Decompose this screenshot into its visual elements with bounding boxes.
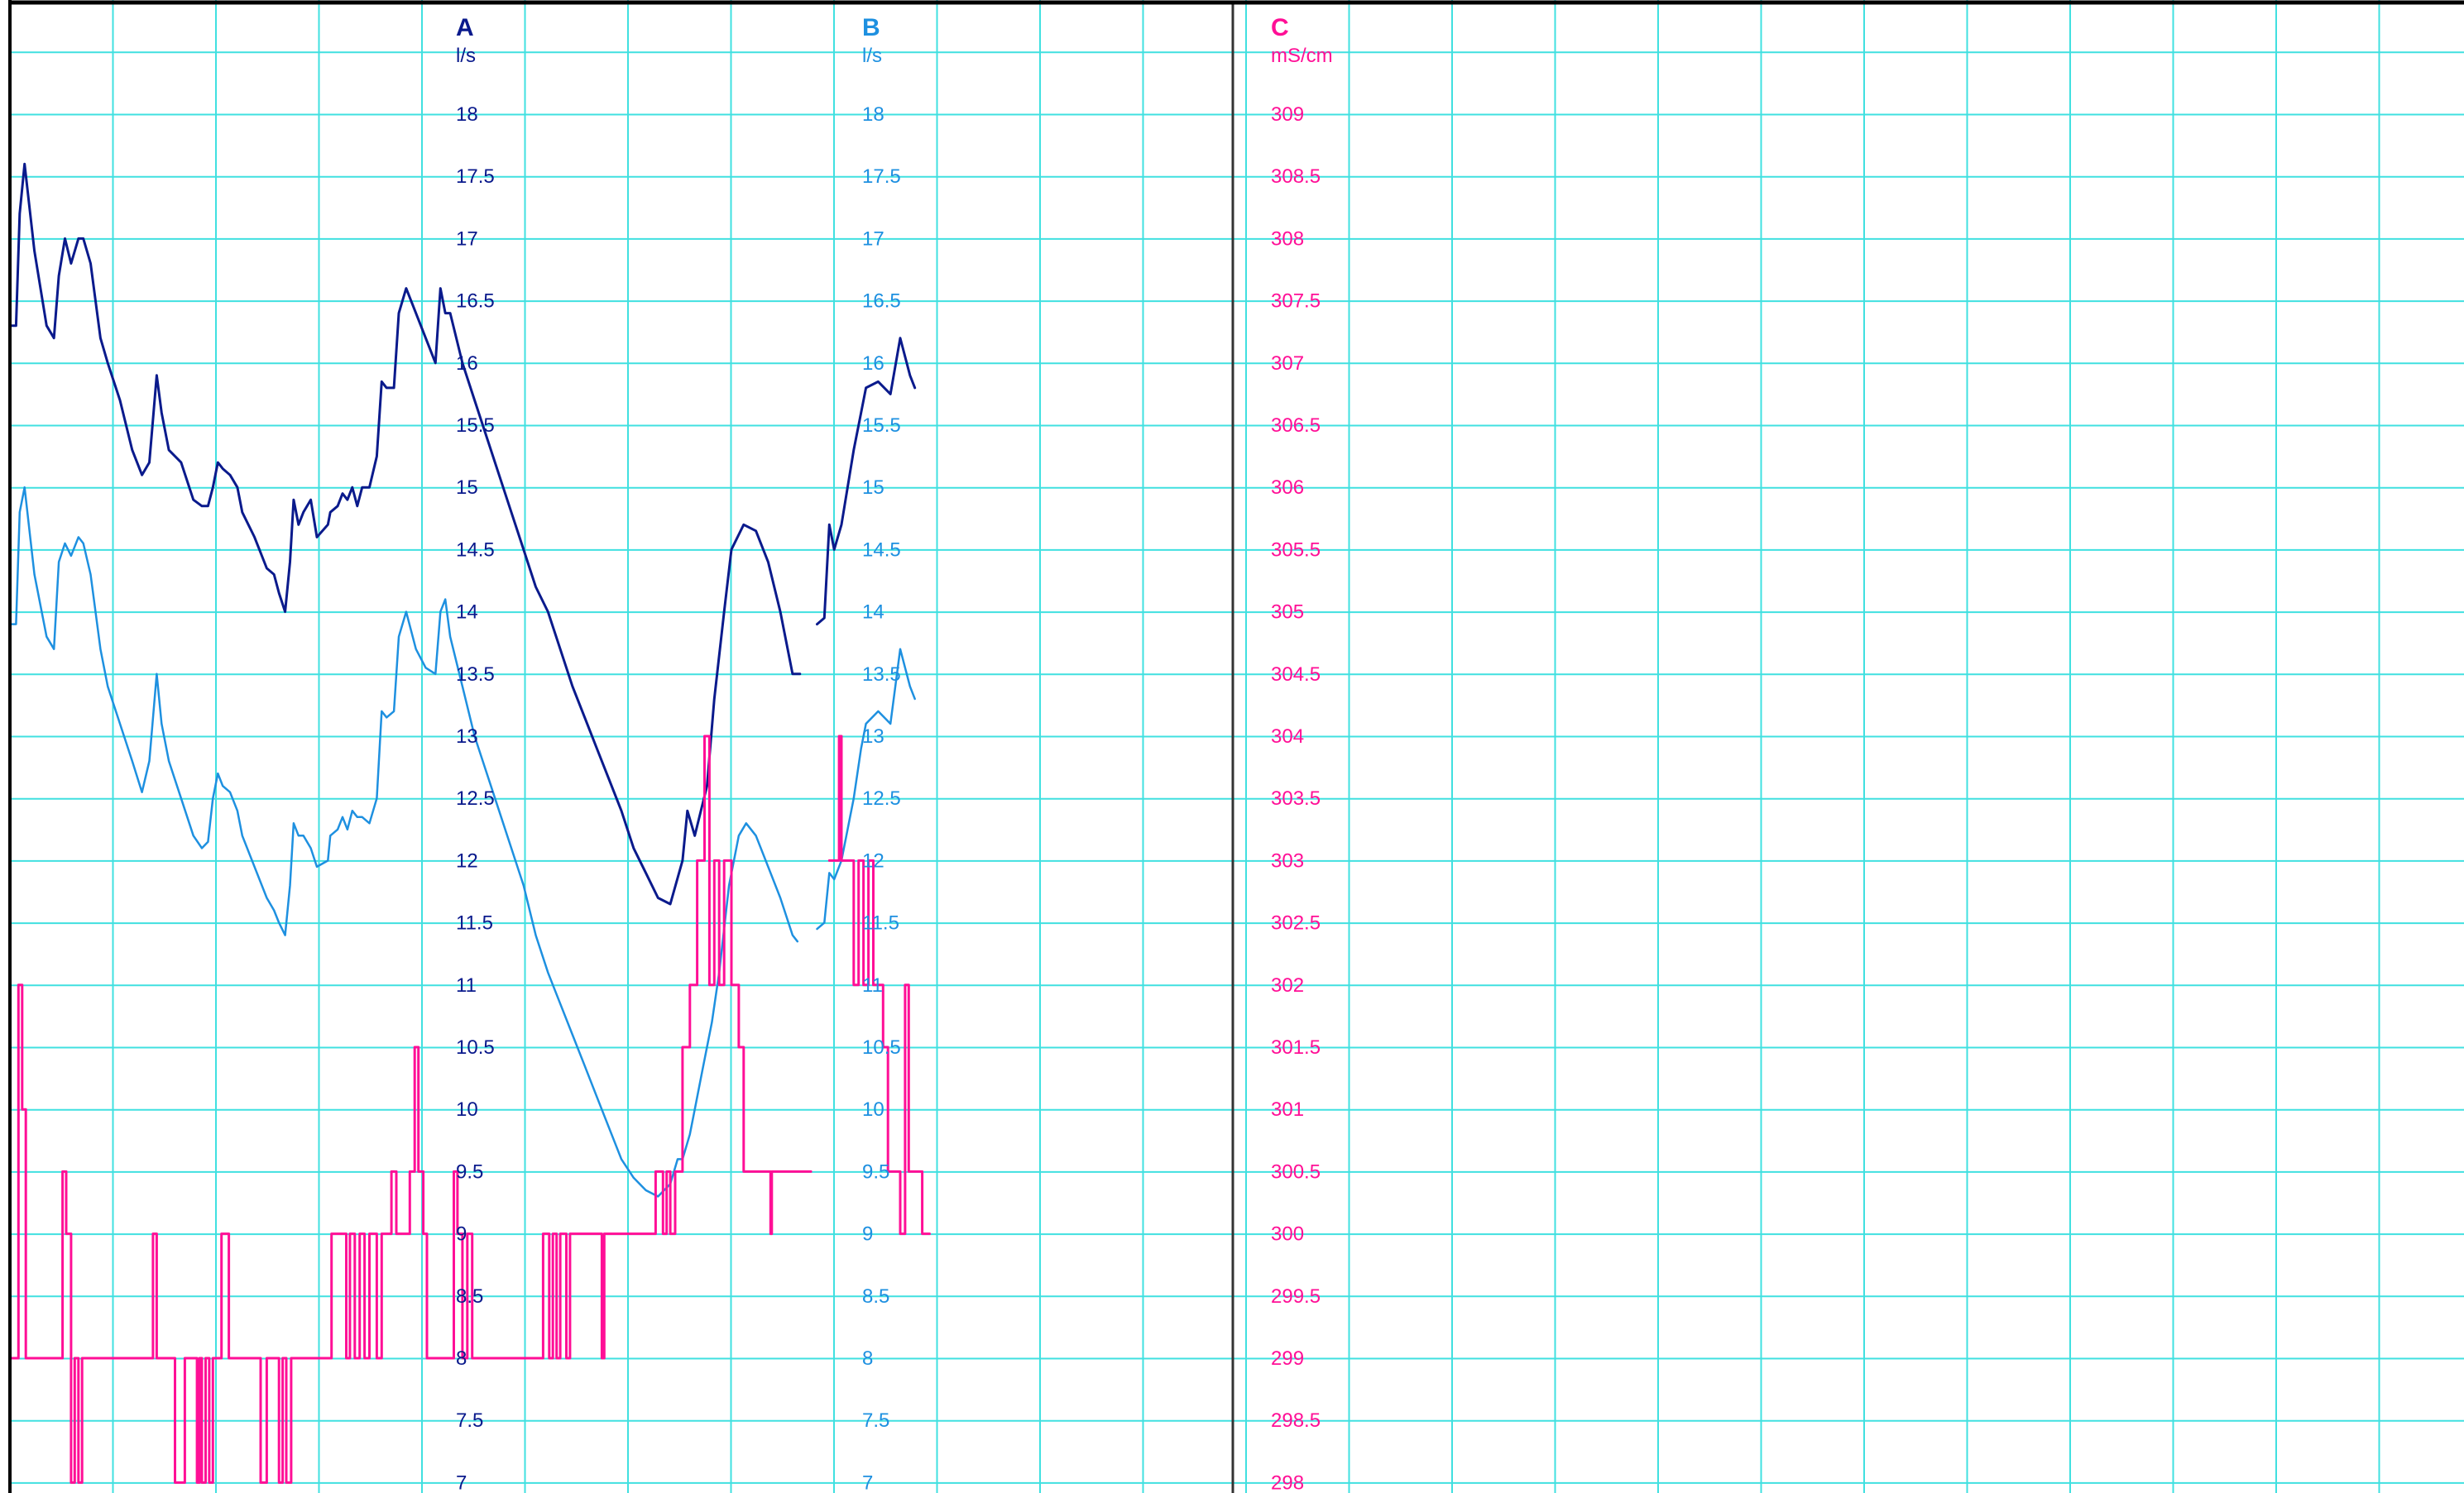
axis-c-tick-label: 308.5 [1271,165,1321,188]
axis-a-tick-label: 10.5 [456,1036,495,1059]
axis-b-tick-label: 16.5 [862,290,901,313]
axis-c-tick-label: 304 [1271,725,1304,748]
axis-b-tick-label: 14.5 [862,538,901,561]
axis-a-tick-label: 9.5 [456,1160,483,1183]
axis-c-tick-label: 303.5 [1271,787,1321,810]
axis-b-tick-label: 12.5 [862,787,901,810]
axis-c-tick-label: 307.5 [1271,290,1321,313]
vertical-gridlines [112,0,2380,1493]
axis-a-tick-label: 9 [456,1223,467,1246]
axis-b-label: B [862,14,880,41]
axis-b-tick-label: 13.5 [862,663,901,686]
axis-a-tick-label: 16 [456,352,478,375]
axis-b-tick-label: 14 [862,601,884,624]
axis-a-tick-label: 10 [456,1098,478,1121]
axis-b-tick-label: 7 [862,1471,873,1493]
axis-c-tick-label: 305 [1271,601,1304,624]
axis-a-tick-labels: 18 17.5 17 16.5 16 15.5 15 14.5 14 13.5 13 12.5 12 11… [456,103,495,1493]
axis-a-unit: l/s [456,45,476,67]
axis-a-tick-label: 12.5 [456,787,495,810]
axis-b-unit: l/s [862,45,882,67]
series-c-line [827,735,931,1236]
axis-a-tick-label: 14 [456,601,478,624]
axis-c-unit: mS/cm [1271,45,1333,67]
axis-a-label: A [456,14,474,41]
axis-c: C mS/cm 309 308.5 308 307.5 307 306.5 306 305.5… [1271,14,1333,1493]
axis-c-label: C [1271,14,1289,41]
axis-c-tick-label: 301.5 [1271,1036,1321,1059]
axis-a-tick-label: 17 [456,227,478,250]
axis-a-tick-label: 8 [456,1347,467,1370]
axis-b-tick-label: 8.5 [862,1285,889,1308]
axis-b-tick-labels: 18 17.5 17 16.5 16 15.5 15 14.5 14 13.5 13 12.5 12 11… [862,103,901,1493]
axis-c-tick-label: 299.5 [1271,1285,1321,1308]
axis-b-tick-label: 18 [862,103,884,126]
axis-c-tick-label: 302.5 [1271,912,1321,935]
axis-c-tick-label: 303 [1271,849,1304,872]
axis-b-tick-label: 15 [862,476,884,499]
axis-b-tick-label: 13 [862,725,884,748]
axis-a-tick-label: 18 [456,103,478,126]
axis-a: A l/s 18 17.5 17 16.5 16 15.5 15 14.5 14 13.5 13 12… [456,14,495,1493]
series-c-line [8,735,813,1484]
axis-b-tick-label: 10 [862,1098,884,1121]
axis-a-tick-label: 7 [456,1471,467,1493]
axis-c-tick-labels: 309 308.5 308 307.5 307 306.5 306 305.5 305 304.5… [1271,103,1321,1493]
axis-b-tick-label: 9.5 [862,1160,889,1183]
axis-c-tick-label: 300.5 [1271,1160,1321,1183]
axis-a-tick-label: 15.5 [456,414,495,437]
axis-c-tick-label: 302 [1271,974,1304,997]
axis-a-tick-label: 11 [456,974,477,997]
axis-b: B l/s 18 17.5 17 16.5 16 15.5 15 14.5 14 13.5 13 12… [862,14,901,1493]
axis-b-tick-label: 7.5 [862,1409,889,1432]
axis-a-tick-label: 8.5 [456,1285,483,1308]
series-a-line [816,337,917,626]
axis-c-tick-label: 304.5 [1271,663,1321,686]
axis-c-tick-label: 299 [1271,1347,1304,1370]
axis-b-tick-label: 16 [862,352,884,375]
axis-a-tick-label: 11.5 [456,912,493,935]
axis-c-tick-label: 298 [1271,1471,1304,1493]
axis-c-tick-label: 308 [1271,227,1304,250]
axis-a-tick-label: 13.5 [456,663,495,686]
axis-c-tick-label: 305.5 [1271,538,1321,561]
series-a-line [8,162,802,906]
axis-c-tick-label: 300 [1271,1223,1304,1246]
axis-a-tick-label: 13 [456,725,478,748]
axis-b-tick-label: 17 [862,227,884,250]
axis-a-tick-label: 7.5 [456,1409,483,1432]
axis-c-tick-label: 301 [1271,1098,1304,1121]
axis-a-tick-label: 17.5 [456,165,495,188]
axis-b-tick-label: 8 [862,1347,873,1370]
axis-a-tick-label: 16.5 [456,290,495,313]
axis-c-tick-label: 306 [1271,476,1304,499]
series-b-line [8,486,799,1198]
horizontal-gridlines [10,51,2464,1484]
axis-c-tick-label: 298.5 [1271,1409,1321,1432]
axis-b-tick-label: 10.5 [862,1036,901,1059]
axis-b-tick-label: 17.5 [862,165,901,188]
axis-b-tick-label: 11.5 [862,912,899,935]
axis-b-tick-label: 11 [862,974,883,997]
axis-c-tick-label: 309 [1271,103,1304,126]
axis-b-tick-label: 9 [862,1223,873,1246]
axis-a-tick-label: 14.5 [456,538,495,561]
axis-c-tick-label: 306.5 [1271,414,1321,437]
axis-b-tick-label: 12 [862,849,884,872]
axis-a-tick-label: 15 [456,476,478,499]
axis-c-tick-label: 307 [1271,352,1304,375]
axis-a-tick-label: 12 [456,849,478,872]
series-layer [8,162,931,1484]
axis-b-tick-label: 15.5 [862,414,901,437]
series-b-line [816,648,916,931]
